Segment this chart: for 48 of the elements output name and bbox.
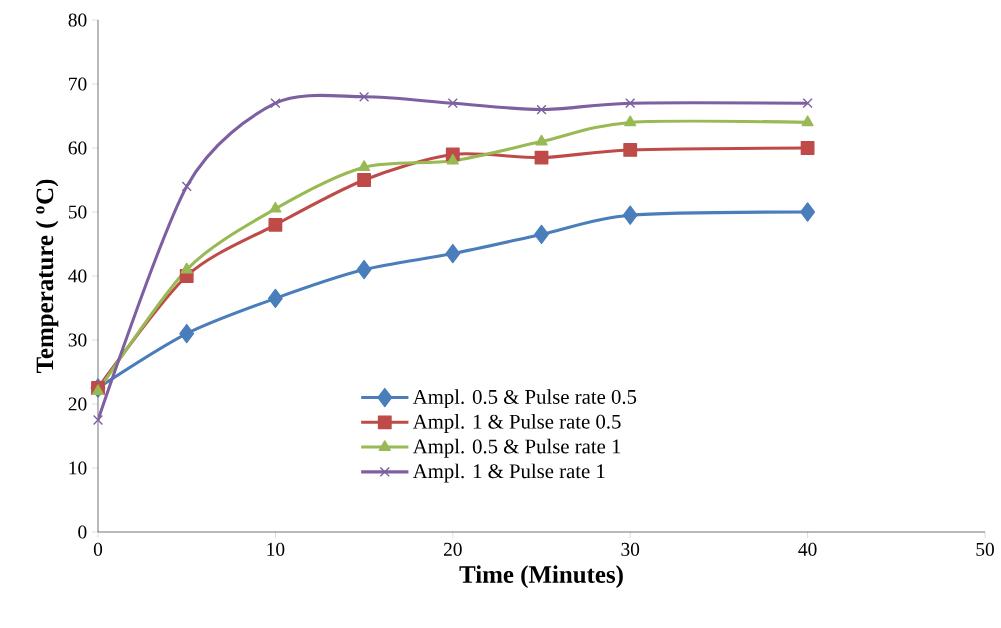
point xyxy=(802,98,813,109)
x-axis-title: Time (Minutes) xyxy=(459,565,623,588)
y-tick-label: 40 xyxy=(68,269,87,283)
y-tick-label: 20 xyxy=(68,397,87,411)
point xyxy=(179,323,195,344)
point xyxy=(534,150,549,165)
x-tick-label: 40 xyxy=(798,542,817,556)
legend-label: Ampl. 0.5 & Pulse rate 1 xyxy=(412,438,621,458)
point xyxy=(356,259,372,280)
x-tick-label: 50 xyxy=(976,542,994,556)
x-tick-label: 0 xyxy=(93,542,103,556)
y-tick-label: 0 xyxy=(78,525,87,539)
point xyxy=(624,115,637,127)
point xyxy=(269,201,282,213)
legend-label: Ampl. 1 & Pulse rate 1 xyxy=(412,463,605,483)
point xyxy=(800,202,816,222)
point xyxy=(358,160,371,171)
y-tick-label: 10 xyxy=(69,461,87,475)
point xyxy=(536,104,547,115)
point xyxy=(268,217,283,232)
y-axis-title: Temperature ( $^{o}$C) xyxy=(35,179,59,373)
point xyxy=(359,91,370,102)
y-tick-label: 30 xyxy=(68,333,87,347)
point xyxy=(446,153,459,165)
point xyxy=(623,143,638,157)
legend-label: Ampl. 1 & Pulse rate 0.5 xyxy=(412,414,621,433)
y-tick-label: 70 xyxy=(69,77,87,91)
y-tick-label: 60 xyxy=(68,141,87,155)
x-tick-label: 30 xyxy=(621,542,640,556)
point xyxy=(267,288,283,309)
y-tick-label: 50 xyxy=(68,205,87,219)
point xyxy=(801,115,814,127)
y-tick-label: 80 xyxy=(68,13,87,27)
legend-label: Ampl. 0.5 & Pulse rate 0.5 xyxy=(412,389,637,409)
x-tick-label: 20 xyxy=(443,542,462,556)
point xyxy=(625,98,636,109)
point xyxy=(800,141,815,155)
point xyxy=(535,134,548,146)
point xyxy=(622,205,638,225)
x-tick-label: 10 xyxy=(267,542,285,556)
point xyxy=(445,243,461,264)
point xyxy=(270,98,281,109)
point xyxy=(180,262,193,274)
point xyxy=(447,98,458,109)
point xyxy=(181,181,192,192)
point xyxy=(357,173,372,187)
point xyxy=(92,414,104,426)
point xyxy=(534,224,549,245)
